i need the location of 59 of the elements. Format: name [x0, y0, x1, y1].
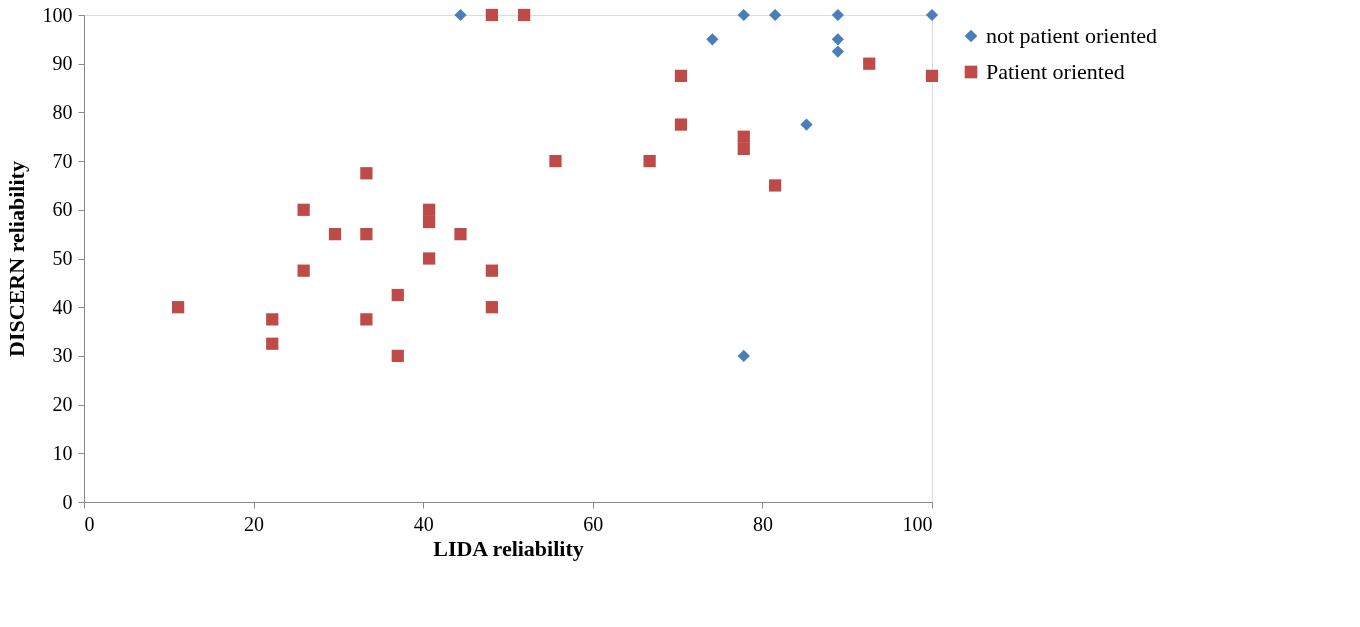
point	[737, 130, 750, 143]
x-tick-label: 40	[413, 512, 434, 535]
y-tick-label: 0	[62, 490, 73, 513]
point	[423, 203, 436, 216]
y-tick-label: 80	[52, 100, 73, 123]
y-tick-label: 30	[52, 344, 73, 367]
point	[831, 45, 844, 58]
point	[423, 215, 436, 229]
point	[549, 154, 562, 168]
point	[297, 203, 310, 216]
point	[769, 179, 782, 192]
y-tick-label: 40	[52, 295, 73, 318]
point	[674, 69, 688, 82]
point	[485, 8, 499, 22]
point	[737, 142, 750, 156]
point	[360, 228, 373, 241]
x-axis-title: LIDA reliability	[433, 535, 584, 561]
point	[266, 313, 279, 326]
point	[391, 349, 404, 363]
point	[360, 313, 373, 326]
point	[423, 252, 436, 265]
point	[454, 8, 467, 22]
point	[643, 154, 656, 168]
x-tick-label: 100	[902, 512, 933, 535]
point	[485, 301, 499, 314]
point	[266, 337, 279, 350]
x-tick-label: 0	[84, 512, 95, 535]
point	[674, 118, 688, 131]
point	[328, 228, 342, 241]
point	[863, 57, 876, 70]
point	[391, 288, 404, 302]
point	[172, 301, 185, 314]
point	[706, 33, 719, 46]
x-tick-label: 80	[752, 512, 773, 535]
legend-label: Patient oriented	[986, 59, 1125, 84]
y-tick-label: 10	[52, 441, 73, 464]
y-tick-label: 100	[42, 3, 73, 26]
legend-label: not patient oriented	[986, 23, 1158, 48]
point	[360, 167, 373, 180]
point	[454, 228, 467, 241]
point	[517, 8, 531, 22]
point	[737, 349, 750, 363]
x-tick-label: 20	[244, 512, 265, 535]
point	[297, 264, 310, 277]
y-axis-title: DISCERN reliability	[3, 161, 29, 357]
y-tick-label: 90	[52, 52, 73, 75]
point	[800, 118, 813, 131]
point	[831, 33, 844, 46]
x-tick-label: 60	[583, 512, 604, 535]
point	[769, 8, 782, 22]
y-tick-label: 50	[52, 247, 73, 269]
point	[485, 264, 499, 277]
y-tick-label: 70	[52, 149, 73, 172]
point	[925, 69, 939, 82]
y-tick-label: 20	[52, 393, 73, 416]
point	[737, 8, 750, 22]
point	[925, 8, 939, 22]
y-tick-label: 60	[52, 198, 73, 221]
point	[831, 8, 844, 22]
